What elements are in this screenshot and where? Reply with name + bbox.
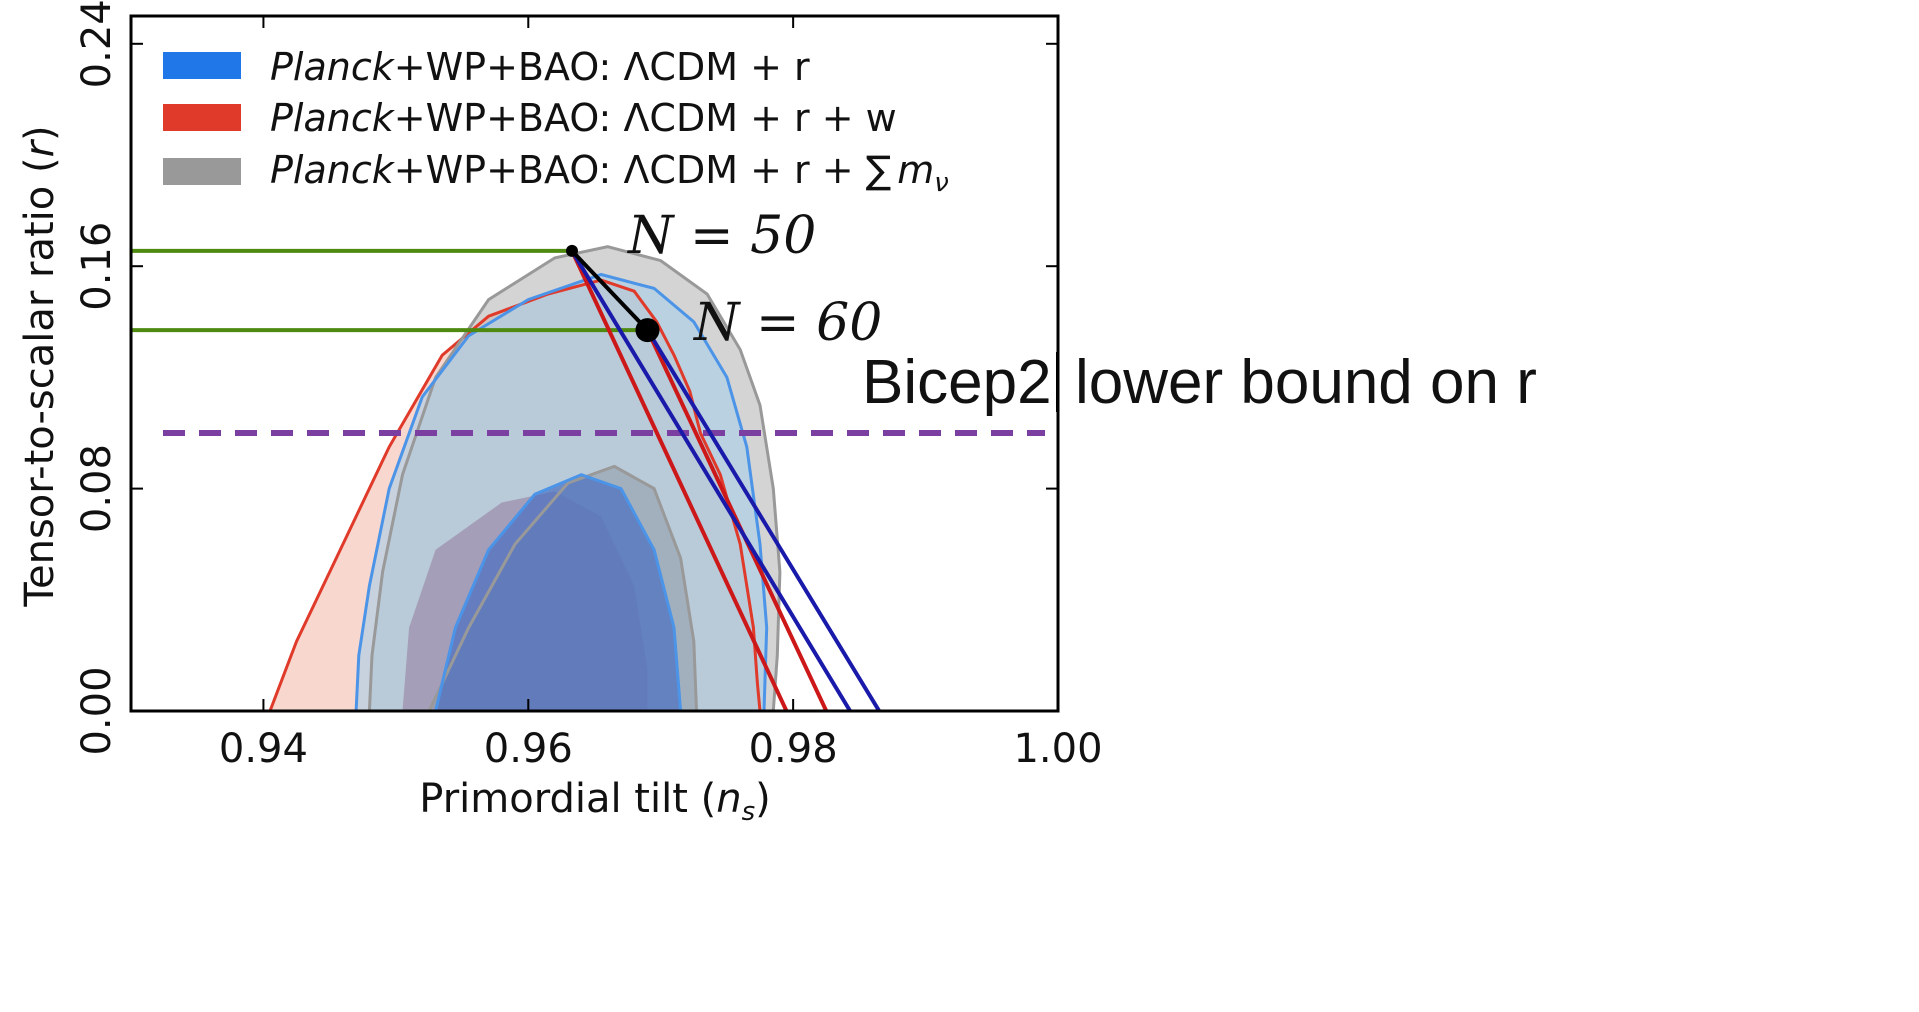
region-inner-outline-3 [434, 473, 683, 711]
legend-entry-3: Planck+WP+BAO: ΛCDM + r + ∑ mν [270, 148, 949, 198]
region-inner-fill-blue [435, 474, 681, 711]
model-line-4 [645, 329, 881, 711]
region-outer-outline-2 [367, 245, 782, 711]
axis-ticks: 0.94 0.96 0.98 1.00 0.00 0.08 0.16 0.24 [74, 0, 1103, 772]
confidence-regions [268, 245, 782, 711]
x-tick-label: 0.94 [219, 726, 308, 772]
n60-point [635, 318, 660, 343]
model-lines [131, 244, 1045, 711]
y-axis-title: Tensor-to-scalar ratio (r) [17, 125, 63, 607]
legend-entry-2: Planck+WP+BAO: ΛCDM + r + w [270, 96, 897, 140]
legend: Planck+WP+BAO: ΛCDM + r Planck+WP+BAO: Λ… [163, 45, 949, 198]
model-line-1 [570, 250, 789, 711]
legend-entry-1: Planck+WP+BAO: ΛCDM + r [270, 45, 810, 89]
n50-label: N = 50 [626, 206, 816, 266]
legend-swatch-1 [163, 52, 241, 79]
y-tick-label: 0.08 [74, 444, 120, 533]
legend-swatch-3 [163, 158, 241, 185]
n60-label: N = 60 [692, 293, 882, 353]
bicep2-label: Bicep2 [862, 348, 1052, 417]
x-axis-title: Primordial tilt (ns) [419, 776, 770, 827]
bicep2-suffix-label: lower bound on r [1075, 348, 1537, 417]
region-inner-outline-2 [427, 464, 698, 711]
legend-swatch-2 [163, 104, 241, 131]
y-tick-label: 0.16 [74, 222, 120, 311]
region-outer-outline-1 [268, 278, 762, 711]
region-outer-outline-3 [354, 272, 769, 711]
y-tick-label: 0.24 [74, 0, 120, 88]
x-tick-label: 1.00 [1013, 726, 1102, 772]
n50-point [565, 244, 578, 257]
y-tick-label: 0.00 [74, 666, 120, 755]
model-line-3 [570, 249, 852, 711]
x-tick-label: 0.98 [749, 726, 838, 772]
n-segment [570, 249, 649, 332]
x-tick-label: 0.96 [484, 726, 573, 772]
